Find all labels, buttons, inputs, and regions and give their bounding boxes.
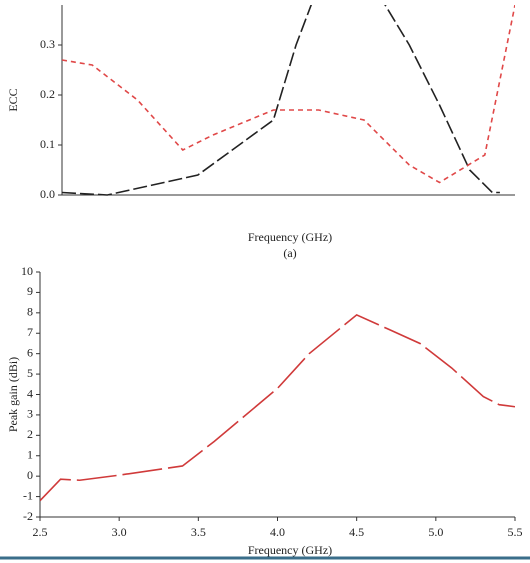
y-tick-label: 2 bbox=[27, 427, 33, 441]
x-axis-label: Frequency (GHz) bbox=[248, 543, 332, 557]
plot-area bbox=[40, 313, 515, 502]
y-axis-label: ECC bbox=[6, 88, 20, 111]
y-tick-label: 10 bbox=[21, 264, 33, 278]
series-line bbox=[40, 313, 515, 502]
plot-area bbox=[62, 5, 515, 196]
y-axis-label: Peak gain (dBi) bbox=[6, 357, 20, 432]
y-tick-label: 4 bbox=[27, 386, 33, 400]
annotation: (a) bbox=[283, 246, 296, 260]
y-tick-label: 7 bbox=[27, 325, 33, 339]
x-tick-label: 3.0 bbox=[112, 525, 127, 539]
y-tick-label: 0.0 bbox=[40, 187, 55, 201]
y-tick-label: 0.3 bbox=[40, 37, 55, 51]
y-tick-label: 8 bbox=[27, 305, 33, 319]
y-tick-label: 0.1 bbox=[40, 137, 55, 151]
y-tick-label: 9 bbox=[27, 284, 33, 298]
y-tick-label: 6 bbox=[27, 345, 33, 359]
x-axis-label: Frequency (GHz) bbox=[248, 230, 332, 244]
y-tick-label: 0 bbox=[27, 468, 33, 482]
y-tick-label: 5 bbox=[27, 366, 33, 380]
x-tick-label: 4.5 bbox=[349, 525, 364, 539]
x-tick-label: 5.5 bbox=[508, 525, 523, 539]
y-tick-label: 1 bbox=[27, 448, 33, 462]
x-tick-label: 4.0 bbox=[270, 525, 285, 539]
y-tick-label: -1 bbox=[23, 488, 33, 502]
y-tick-label: 0.2 bbox=[40, 87, 55, 101]
series-line bbox=[62, 5, 500, 196]
x-tick-label: 5.0 bbox=[428, 525, 443, 539]
x-tick-label: 2.5 bbox=[33, 525, 48, 539]
y-tick-label: 3 bbox=[27, 407, 33, 421]
series-line bbox=[62, 5, 515, 184]
x-tick-label: 3.5 bbox=[191, 525, 206, 539]
y-tick-label: -2 bbox=[23, 509, 33, 523]
